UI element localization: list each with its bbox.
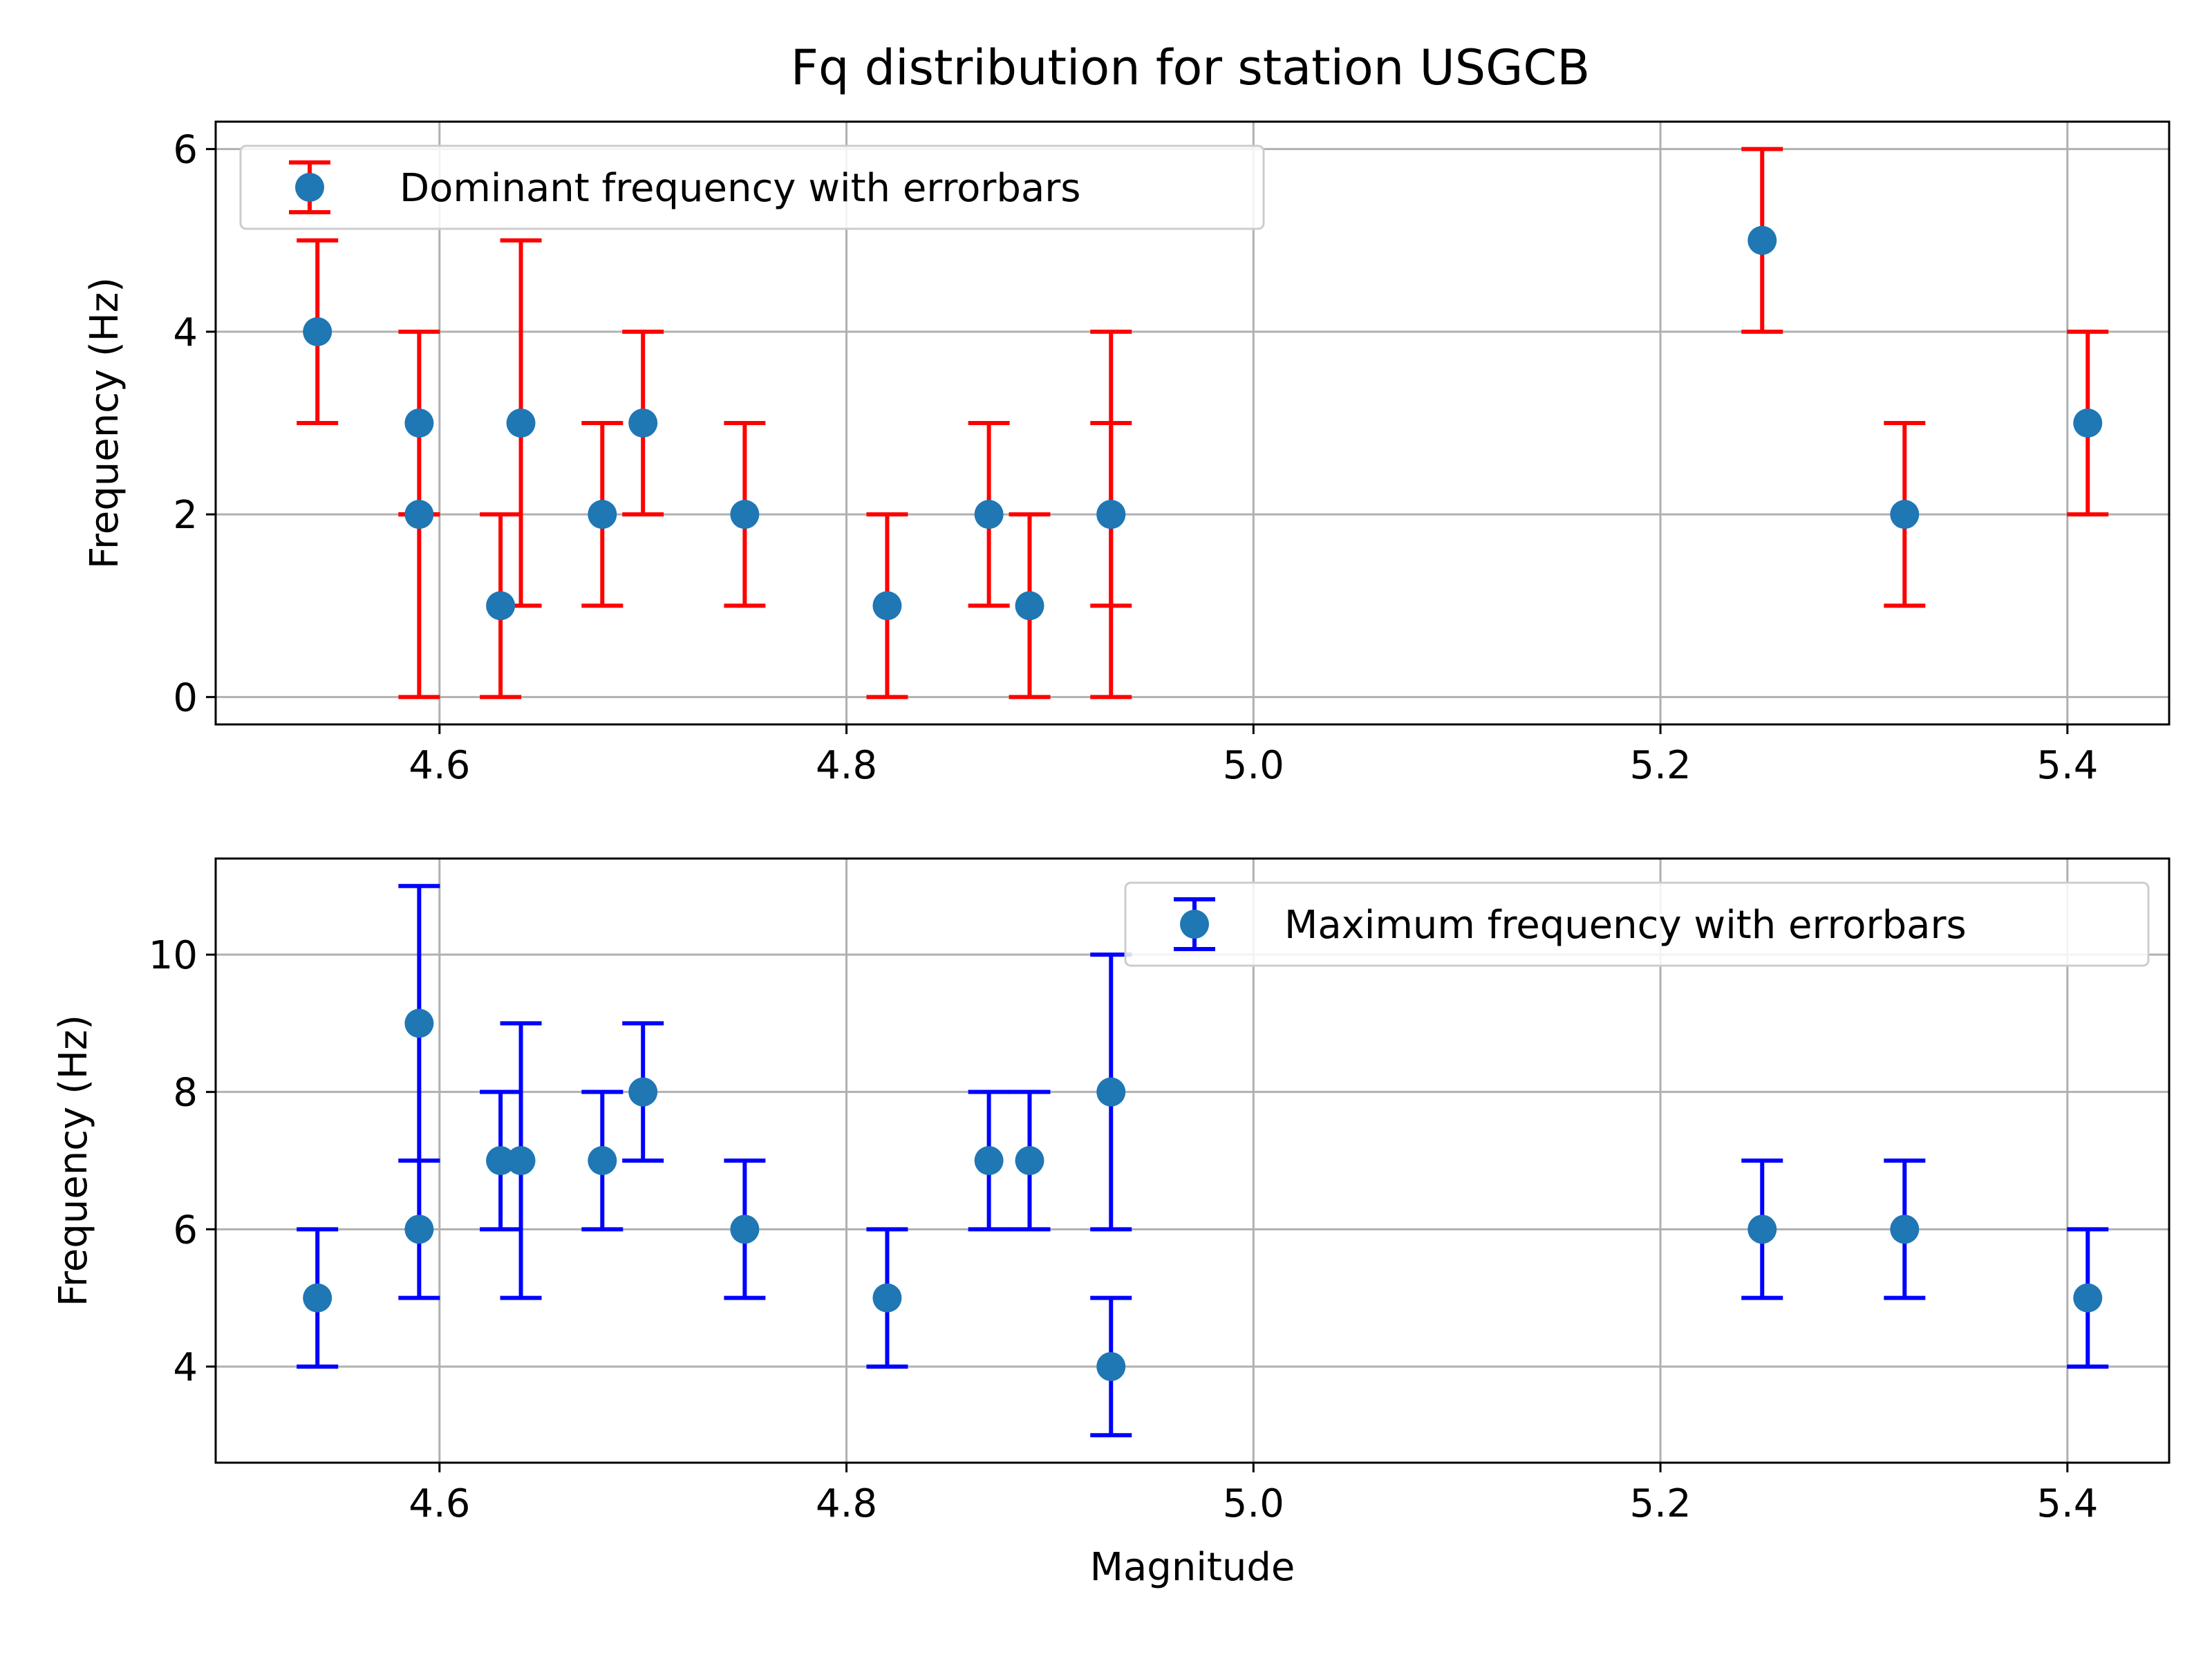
chart-panel-2: 4.6 4.8 5.0 5.2 5.4 4 6 8 10 Frequency (Hz) Magnit… [51,857,2171,1590]
y-tick-label: 4 [173,1345,198,1390]
series [297,147,2109,700]
chart-panel-1: 4.6 4.8 5.0 5.2 5.4 0 2 4 6 Frequency (Hz) Dominan… [82,120,2171,788]
data-point [404,1009,434,1038]
data-point [1890,1215,1920,1244]
data-point [872,1283,902,1313]
legend-marker [295,173,324,202]
data-point [1096,500,1126,529]
x-tick-label: 4.6 [409,743,470,788]
data-point [486,1146,516,1175]
x-tick-label: 5.0 [1223,1481,1284,1526]
legend: Maximum frequency with errorbars [1124,881,2150,967]
y-axis-label: Frequency (Hz) [82,277,127,569]
data-point [730,500,760,529]
x-tick-label: 5.0 [1223,743,1284,788]
legend: Dominant frequency with errorbars [239,144,1265,230]
data-point [404,409,434,438]
y-tick-label: 0 [173,675,198,720]
x-axis-label: Magnitude [1090,1545,1295,1590]
data-point [1747,225,1777,255]
legend-label: Dominant frequency with errorbars [400,166,1080,211]
y-tick-label: 6 [173,128,198,173]
legend-box [239,144,1265,230]
data-point [1096,1077,1126,1107]
axes-frame [214,857,2171,1464]
x-tick-label: 4.8 [816,743,877,788]
data-point [974,500,1004,529]
y-tick-label: 10 [149,933,198,978]
data-point [303,1283,332,1313]
y-tick-label: 4 [173,310,198,355]
y-tick-label: 8 [173,1071,198,1116]
data-point [588,1146,617,1175]
x-tick-label: 4.6 [409,1481,470,1526]
x-tick-label: 4.8 [816,1481,877,1526]
y-tick-label: 2 [173,493,198,538]
data-point [974,1146,1004,1175]
y-axis-label: Frequency (Hz) [51,1015,96,1306]
x-tick-label: 5.2 [1630,1481,1691,1526]
data-point [506,409,536,438]
x-tick-label: 5.2 [1630,743,1691,788]
x-tick-label: 5.4 [2036,743,2098,788]
legend-marker [1180,910,1209,939]
data-point [2073,409,2103,438]
data-point [404,500,434,529]
data-point [1747,1215,1777,1244]
data-point [628,409,658,438]
data-point [1890,500,1920,529]
data-point [506,1146,536,1175]
data-point [486,591,516,621]
data-point [303,317,332,346]
legend-box [1124,881,2150,967]
data-point [872,591,902,621]
legend-label: Maximum frequency with errorbars [1284,903,1967,948]
chart-panels: 4.6 4.8 5.0 5.2 5.4 0 2 4 6 Frequency (Hz) Dominan… [51,120,2171,1590]
y-tick-label: 6 [173,1208,198,1253]
x-tick-label: 5.4 [2036,1481,2098,1526]
data-point [588,500,617,529]
data-point [628,1077,658,1107]
data-point [404,1215,434,1244]
data-point [1096,1351,1126,1381]
data-point [730,1215,760,1244]
axes-frame [214,120,2171,726]
figure-title: Fq distribution for station USGCB [791,39,1591,96]
data-point [1015,1146,1044,1175]
data-point [1015,591,1044,621]
data-point [2073,1283,2103,1313]
